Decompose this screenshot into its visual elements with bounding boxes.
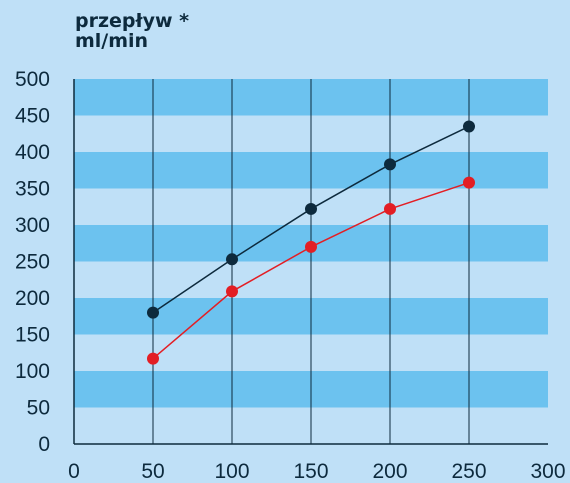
x-tick-label: 50: [141, 460, 164, 483]
y-tick-label: 50: [27, 397, 50, 420]
series-2-point: [463, 176, 475, 189]
y-tick-label: 500: [15, 68, 50, 91]
x-tick-label: 300: [530, 460, 565, 483]
y-tick-label: 350: [15, 178, 50, 201]
x-tick-label: 100: [214, 460, 249, 483]
x-tick-label: 150: [293, 460, 328, 483]
series-2-point: [147, 352, 159, 365]
x-tick-label: 0: [68, 460, 80, 483]
series-1-point: [384, 158, 396, 171]
y-tick-label: 200: [15, 287, 50, 310]
y-tick-label: 450: [15, 105, 50, 128]
y-axis-label-line-2: ml/min: [75, 30, 149, 52]
y-tick-label: 300: [15, 214, 50, 237]
y-tick-label: 250: [15, 251, 50, 274]
x-tick-label: 250: [451, 460, 486, 483]
y-tick-label: 0: [38, 433, 50, 456]
series-1-point: [463, 120, 475, 133]
y-tick-label: 100: [15, 360, 50, 383]
series-2-point: [384, 202, 396, 215]
series-1-point: [147, 306, 159, 319]
series-1-point: [305, 202, 317, 215]
y-axis-label-line-1: przepływ *: [75, 10, 190, 32]
series-2-point: [305, 240, 317, 253]
series-1-point: [226, 253, 238, 266]
y-tick-label: 150: [15, 324, 50, 347]
series-2-point: [226, 285, 238, 298]
y-tick-label: 400: [15, 141, 50, 164]
x-tick-label: 200: [372, 460, 407, 483]
